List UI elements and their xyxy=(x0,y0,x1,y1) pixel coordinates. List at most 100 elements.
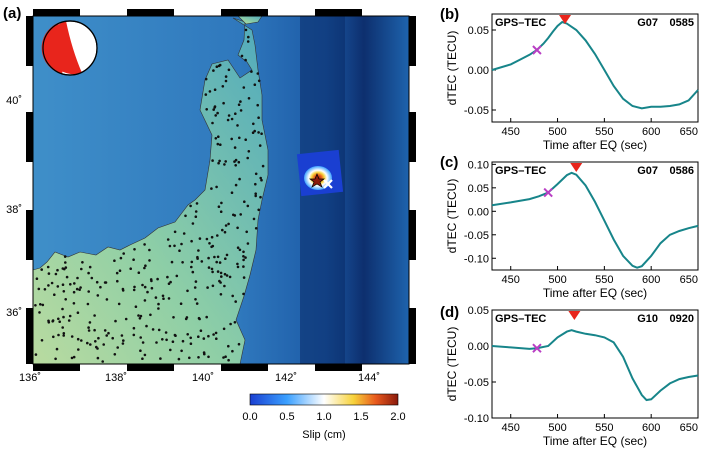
gps-station-dot xyxy=(223,230,227,234)
gps-station-dot xyxy=(242,250,245,254)
x-tick-label: 550 xyxy=(595,126,613,138)
gps-station-dot xyxy=(157,302,160,306)
gps-station-dot xyxy=(167,282,171,286)
gps-station-dot xyxy=(170,260,174,264)
onset-cross-marker xyxy=(543,187,553,198)
map-border-ticks xyxy=(26,9,416,371)
x-tick-label: 600 xyxy=(642,422,660,434)
gps-station-dot xyxy=(88,265,92,269)
gps-station-dot xyxy=(154,296,158,299)
gps-station-dot xyxy=(143,243,146,246)
gps-station-dot xyxy=(194,298,197,301)
gps-station-dot xyxy=(222,327,226,331)
gps-station-dot xyxy=(134,305,138,309)
gps-station-dot xyxy=(121,342,125,345)
gps-station-dot xyxy=(73,282,76,285)
gps-station-dot xyxy=(105,298,109,301)
gps-station-dot xyxy=(220,201,223,205)
gps-station-dot xyxy=(175,274,179,278)
gps-station-dot xyxy=(119,256,123,260)
gps-station-dot xyxy=(239,109,243,112)
gps-station-dot xyxy=(238,248,242,252)
gps-station-dot xyxy=(254,192,257,195)
x-tick-label: 500 xyxy=(548,126,566,138)
gps-station-dot xyxy=(96,347,99,350)
chart-station: 0920 xyxy=(670,313,694,325)
chart-station: 0586 xyxy=(670,165,694,177)
gps-station-dot xyxy=(173,333,177,337)
gps-station-dot xyxy=(56,285,60,288)
chart-satellite: G07 xyxy=(637,17,658,29)
y-axis-label: dTEC (TECU) xyxy=(445,327,459,402)
gps-station-dot xyxy=(94,340,97,343)
gps-station-dot xyxy=(67,319,71,322)
gps-station-dot xyxy=(162,297,165,301)
gps-station-dot xyxy=(257,131,260,134)
gps-station-dot xyxy=(217,161,220,165)
gps-station-dot xyxy=(251,131,255,134)
gps-station-dots xyxy=(34,28,265,363)
gps-station-dot xyxy=(250,70,253,73)
lon-tick-140: 140˚ xyxy=(192,372,214,384)
gps-station-dot xyxy=(256,72,260,75)
y-tick-label: 0.00 xyxy=(468,65,489,77)
gps-station-dot xyxy=(216,234,219,237)
gps-station-dot xyxy=(238,136,241,140)
gps-station-dot xyxy=(208,90,212,93)
gps-station-dot xyxy=(223,272,227,276)
gps-station-dot xyxy=(62,290,66,293)
gps-station-dot xyxy=(237,160,241,164)
chart-title-left: GPS–TEC xyxy=(495,17,546,29)
lat-tick-38: 38˚ xyxy=(6,204,22,216)
gps-station-dot xyxy=(227,114,231,117)
gps-station-dot xyxy=(116,279,119,283)
gps-station-dot xyxy=(179,302,183,306)
gps-station-dot xyxy=(207,334,210,338)
gps-station-dot xyxy=(70,335,74,338)
gps-station-dot xyxy=(194,280,198,283)
gps-station-dot xyxy=(231,349,234,353)
gps-station-dot xyxy=(143,266,146,270)
gps-station-dot xyxy=(64,266,68,269)
gps-station-dot xyxy=(173,244,176,248)
gps-station-dot xyxy=(86,341,89,345)
gps-station-dot xyxy=(215,260,218,264)
gps-station-dot xyxy=(208,242,211,245)
gps-station-dot xyxy=(238,177,241,181)
gps-station-dot xyxy=(200,260,204,263)
y-tick-label: -0.05 xyxy=(464,377,489,389)
gps-station-dot xyxy=(105,334,108,337)
y-tick-label: -0.05 xyxy=(464,105,489,117)
colorbar-tick: 1.0 xyxy=(316,411,331,423)
gps-station-dot xyxy=(245,230,248,234)
gps-station-dot xyxy=(236,262,239,266)
gps-station-dot xyxy=(173,230,177,234)
gps-station-dot xyxy=(141,357,144,361)
gps-station-dot xyxy=(230,117,234,121)
gps-station-dot xyxy=(242,292,245,296)
gps-station-dot xyxy=(120,334,124,337)
gps-station-dot xyxy=(253,83,257,86)
gps-station-dot xyxy=(244,256,247,259)
gps-station-dot xyxy=(210,267,214,271)
gps-station-dot xyxy=(141,283,144,287)
gps-station-dot xyxy=(236,246,240,249)
gps-station-dot xyxy=(234,300,237,303)
gps-station-dot xyxy=(194,215,198,218)
gps-station-dot xyxy=(193,286,197,289)
slip-colorbar: 0.0 0.5 1.0 1.5 2.0 Slip (cm) xyxy=(242,393,406,441)
gps-station-dot xyxy=(258,144,262,147)
gps-station-dot xyxy=(213,105,217,108)
gps-station-dot xyxy=(190,239,193,243)
gps-station-dot xyxy=(181,261,184,264)
gps-station-dot xyxy=(107,331,110,335)
gps-station-dot xyxy=(194,210,198,213)
gps-station-dot xyxy=(218,261,222,264)
lat-tick-36: 36˚ xyxy=(6,307,22,319)
gps-station-dot xyxy=(47,319,50,323)
x-axis-label: Time after EQ (sec) xyxy=(543,286,647,300)
gps-station-dot xyxy=(196,255,199,259)
gps-station-dot xyxy=(62,334,65,337)
gps-station-dot xyxy=(237,342,241,346)
gps-station-dot xyxy=(99,285,102,289)
